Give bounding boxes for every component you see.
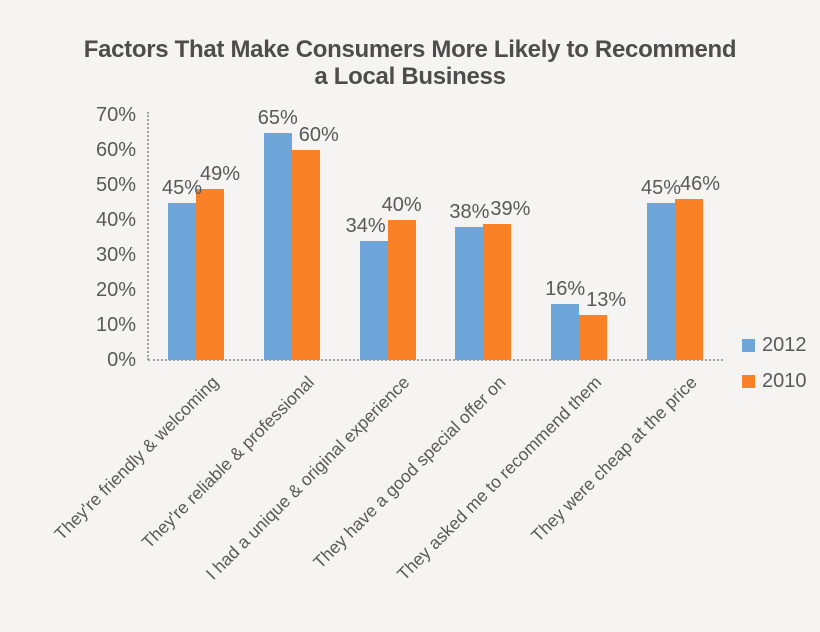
data-label-2010-0: 49% [199, 162, 241, 185]
bar-2010-0 [196, 188, 224, 360]
chart-title: Factors That Make Consumers More Likely … [0, 36, 820, 90]
data-label-2010-1: 60% [298, 124, 339, 146]
legend-label: 2012 [762, 334, 807, 356]
bar-2010-5 [675, 199, 703, 360]
legend-swatch-2012 [742, 339, 755, 352]
data-label-2010-2: 40% [381, 194, 422, 216]
category-label: I had a unique & original experience [202, 372, 414, 584]
data-label-2012-0: 45% [161, 176, 203, 199]
legend-item-2012: 2012 [742, 334, 807, 357]
y-tick-label: 20% [95, 279, 136, 301]
category-label: They have a good special offer on [309, 372, 510, 573]
chart-title-line1: Factors That Make Consumers More Likely … [83, 36, 737, 63]
y-tick-label: 10% [95, 314, 136, 336]
x-axis-line [148, 359, 723, 361]
category-label: They asked me to recommend them [393, 372, 606, 585]
bar-2012-5 [647, 202, 675, 360]
data-label-2010-4: 13% [586, 288, 627, 311]
bar-2012-1 [263, 132, 292, 360]
data-label-2010-5: 46% [679, 173, 721, 195]
bar-2010-1 [291, 150, 320, 360]
y-tick-label: 30% [95, 244, 136, 266]
bar-2010-4 [579, 314, 608, 360]
chart-title-line2: a Local Business [314, 63, 506, 90]
legend-item-2010: 2010 [742, 370, 807, 393]
legend-swatch-2010 [742, 375, 755, 388]
bar-2010-3 [483, 223, 512, 360]
y-tick-label: 40% [95, 209, 136, 231]
y-axis-line [147, 112, 149, 360]
category-label: They were cheap at the price [527, 372, 702, 546]
bar-2012-4 [551, 304, 580, 360]
legend: 2012 2010 [742, 334, 807, 406]
bar-2012-0 [168, 202, 196, 360]
data-label-2012-3: 38% [449, 201, 490, 223]
y-tick-label: 50% [95, 174, 136, 196]
legend-label: 2010 [762, 370, 807, 392]
bar-2012-3 [455, 227, 484, 360]
category-label: They're friendly & welcoming [50, 372, 223, 544]
bar-2012-2 [359, 241, 388, 360]
data-label-2012-5: 45% [640, 176, 682, 199]
bar-2010-2 [387, 220, 416, 360]
data-label-2012-2: 34% [345, 215, 386, 237]
data-label-2012-1: 65% [257, 106, 298, 129]
data-label-2010-3: 39% [490, 197, 531, 220]
y-tick-label: 70% [95, 104, 136, 126]
category-label: They're reliable & professional [137, 372, 318, 553]
y-tick-label: 0% [107, 349, 136, 371]
data-label-2012-4: 16% [545, 278, 586, 300]
y-tick-label: 60% [95, 139, 136, 161]
